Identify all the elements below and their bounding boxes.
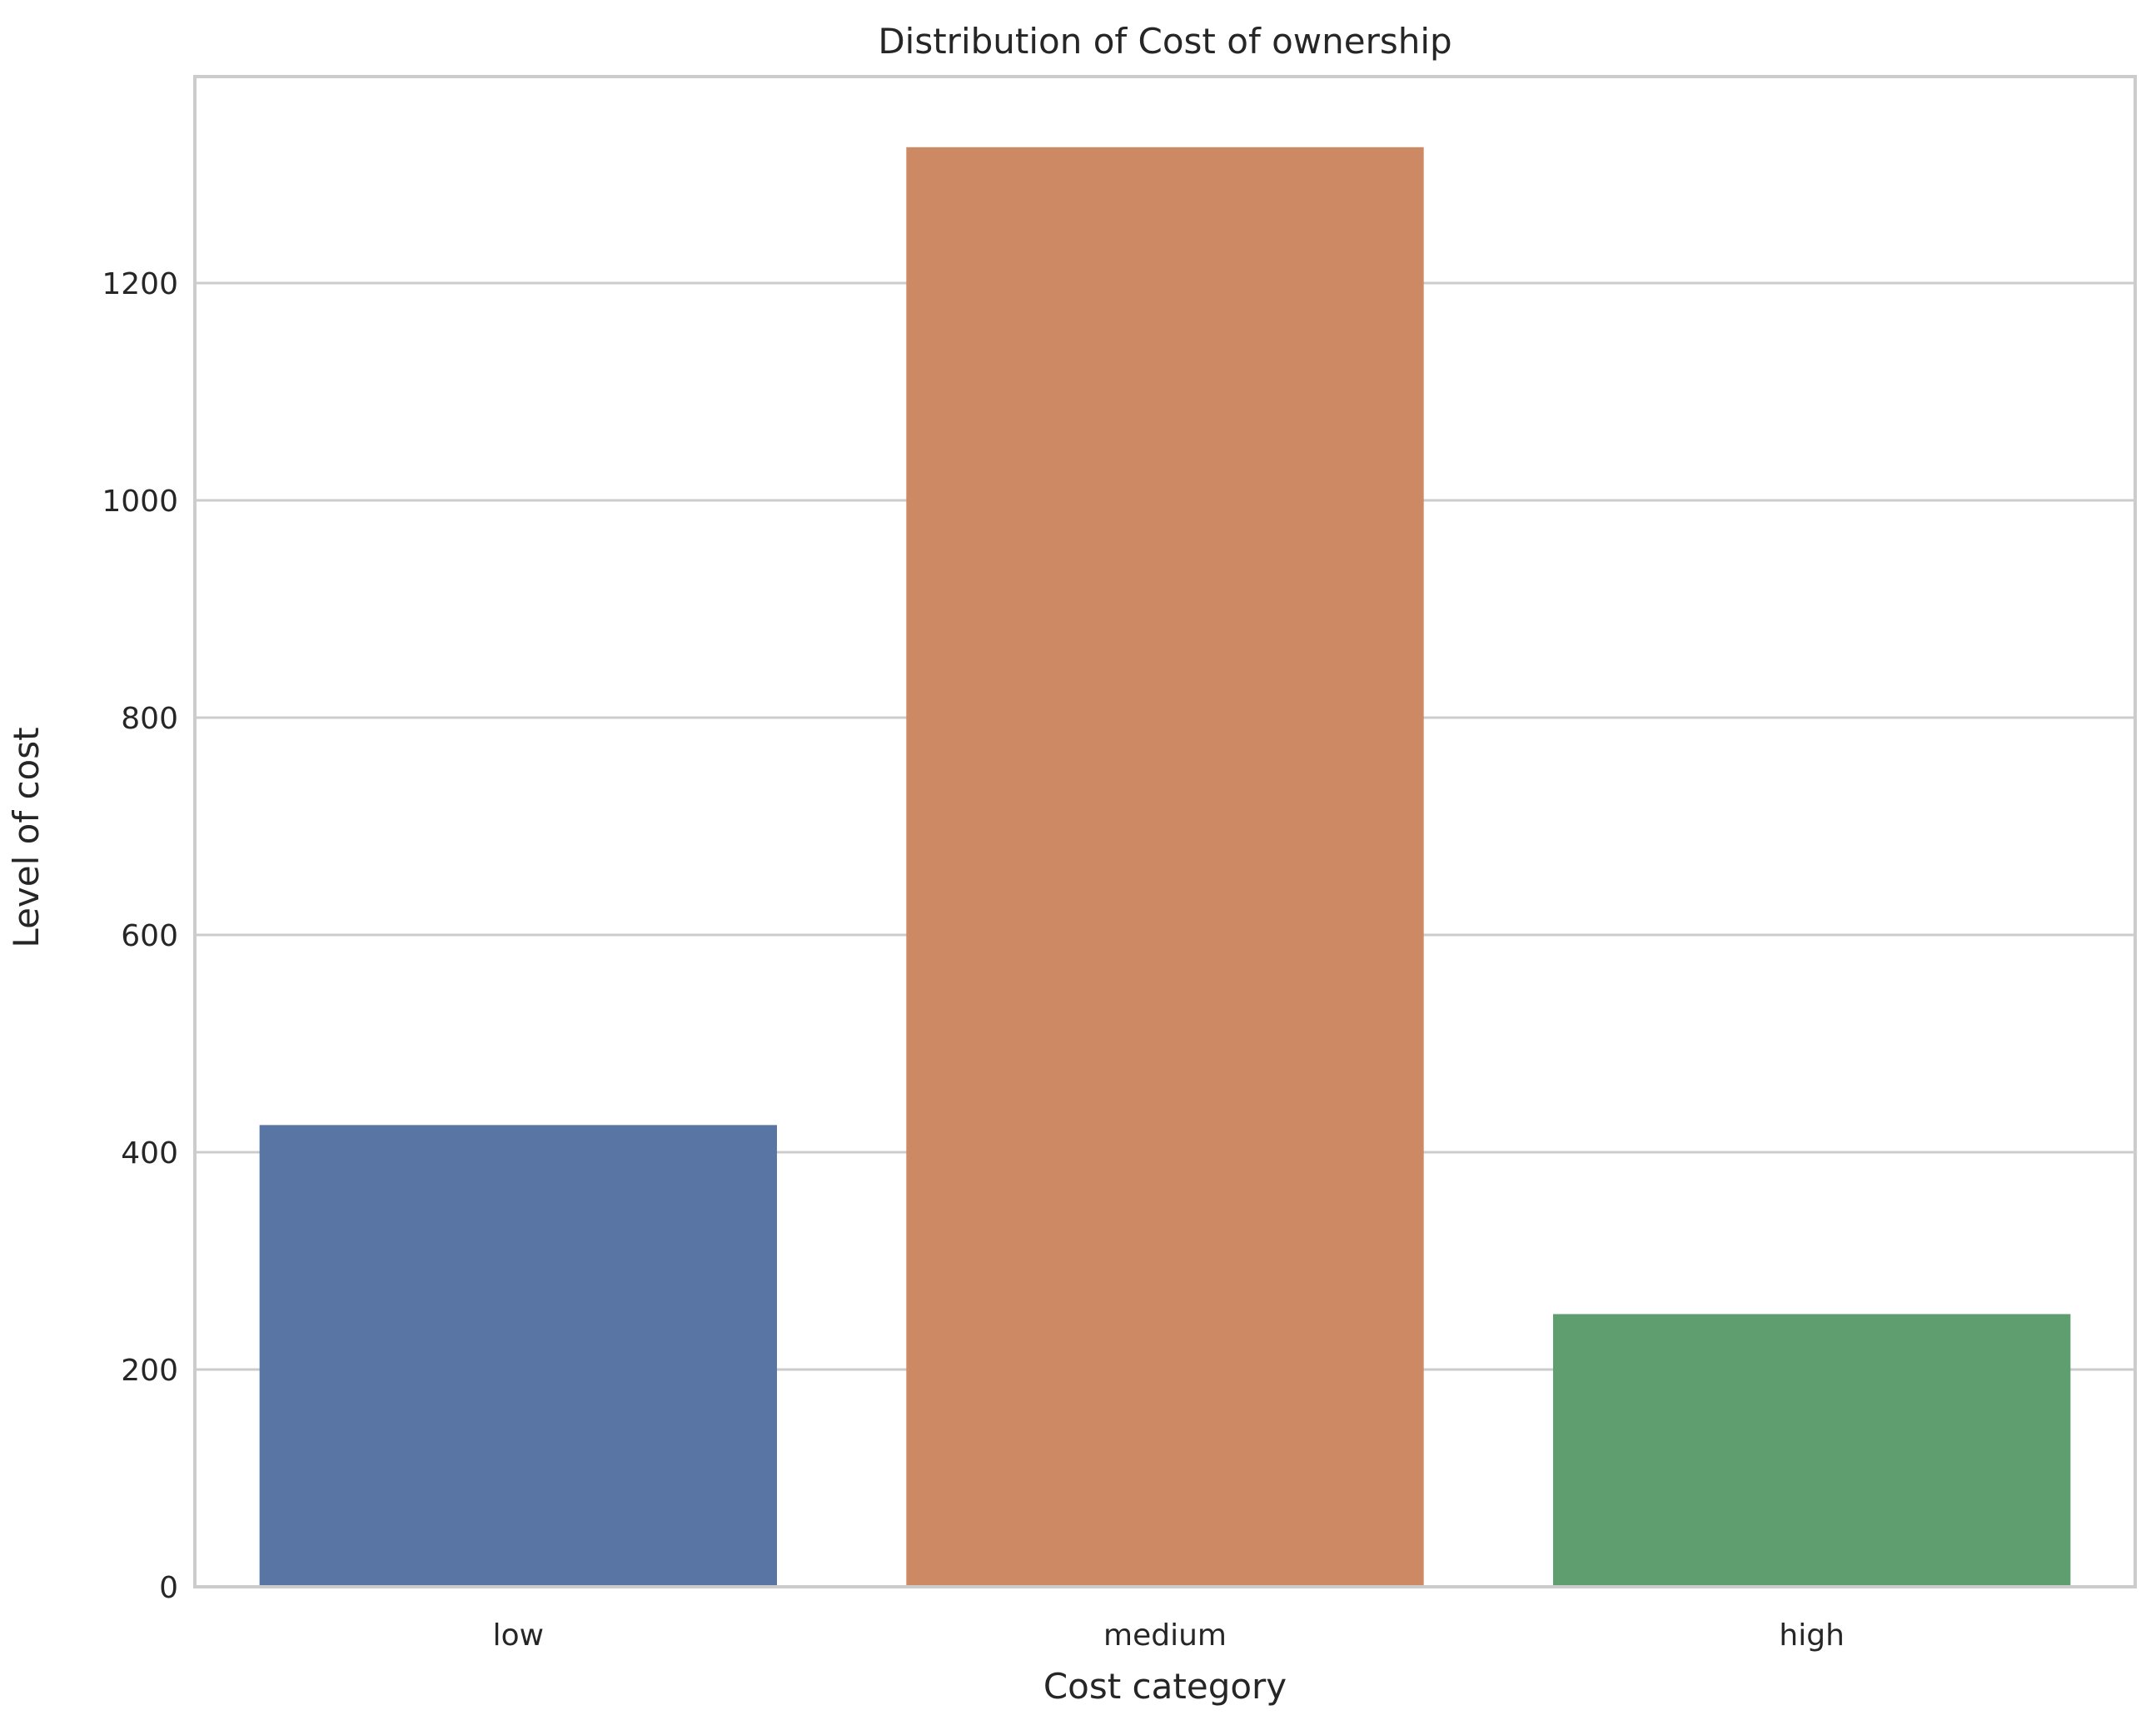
y-tick-label: 400 bbox=[121, 1136, 178, 1171]
y-tick-label: 600 bbox=[121, 919, 178, 953]
plot-frame bbox=[193, 75, 2137, 1588]
x-tick-label: low bbox=[493, 1618, 544, 1653]
x-tick-label: medium bbox=[1103, 1618, 1227, 1653]
x-tick-label: high bbox=[1779, 1618, 1845, 1653]
y-tick-labels: 0 200 400 600 800 1000 1200 bbox=[102, 267, 178, 1605]
y-tick-label: 0 bbox=[159, 1571, 178, 1605]
y-tick-label: 200 bbox=[121, 1354, 178, 1388]
y-tick-label: 800 bbox=[121, 702, 178, 736]
bar-low bbox=[259, 1125, 778, 1587]
x-tick-labels: low medium high bbox=[493, 1618, 1845, 1653]
axes-frame bbox=[193, 75, 2137, 1588]
bar-medium bbox=[906, 147, 1424, 1587]
y-tick-label: 1000 bbox=[102, 485, 178, 519]
x-axis-label: Cost category bbox=[1043, 1666, 1287, 1707]
bars bbox=[259, 147, 2071, 1587]
y-tick-label: 1200 bbox=[102, 267, 178, 301]
y-axis-label: Level of cost bbox=[6, 727, 47, 947]
bar-high bbox=[1553, 1314, 2071, 1587]
chart-title: Distribution of Cost of ownership bbox=[878, 21, 1451, 62]
